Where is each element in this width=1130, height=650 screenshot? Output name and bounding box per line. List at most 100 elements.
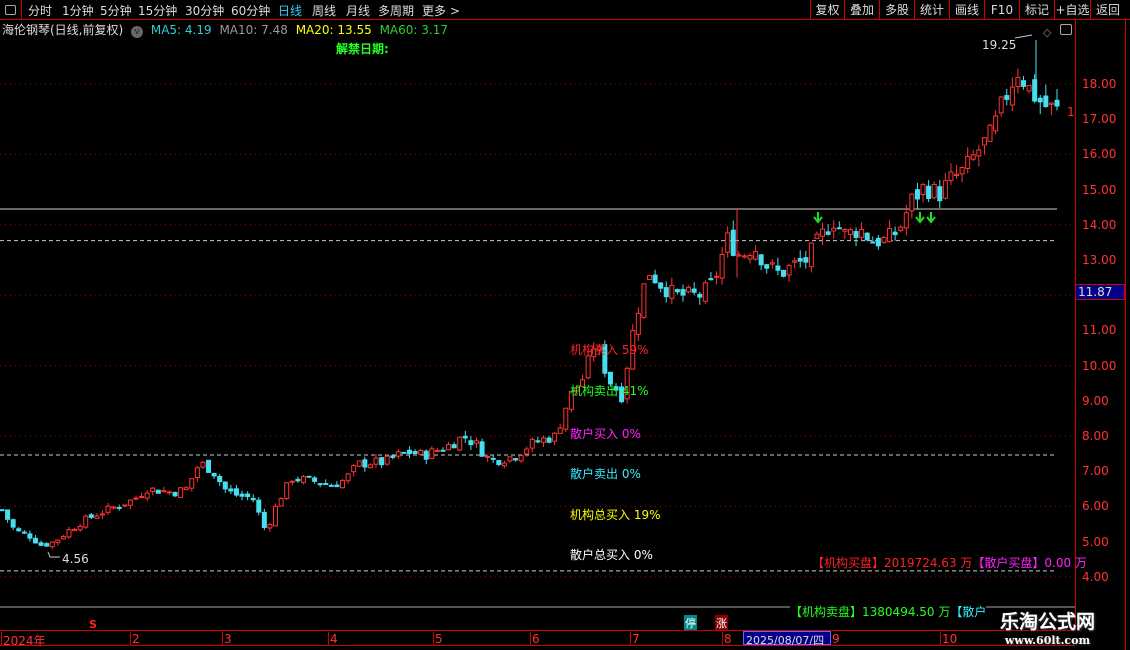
candle-body bbox=[468, 440, 474, 446]
candle-body bbox=[568, 390, 574, 410]
candle-body bbox=[580, 379, 586, 387]
candle-body bbox=[10, 519, 16, 528]
candle-body bbox=[194, 467, 200, 479]
price-chart[interactable] bbox=[0, 20, 1075, 630]
candle-body bbox=[780, 269, 786, 277]
candle-body bbox=[981, 137, 987, 146]
candle-body bbox=[987, 124, 993, 142]
period-tab[interactable]: 60分钟 bbox=[231, 4, 271, 18]
candle-body bbox=[1004, 95, 1010, 100]
candle-body bbox=[937, 186, 943, 202]
candle-body bbox=[909, 193, 915, 212]
indicator-label: 机构总买入 19% bbox=[570, 508, 661, 522]
y-axis-line bbox=[1075, 20, 1076, 630]
toolbar-button[interactable]: 返回 bbox=[1090, 0, 1125, 20]
candle-body bbox=[1026, 85, 1032, 92]
candle-body bbox=[719, 254, 725, 279]
toolbar-button[interactable]: 多股 bbox=[879, 0, 914, 20]
toolbar-button[interactable]: 复权 bbox=[810, 0, 844, 20]
candle-body bbox=[49, 541, 55, 548]
candle-body bbox=[60, 536, 66, 540]
toolbar-button[interactable]: 叠加 bbox=[844, 0, 879, 20]
candle-body bbox=[345, 473, 351, 482]
candle-body bbox=[384, 455, 390, 465]
candle-body bbox=[831, 227, 837, 232]
candle-body bbox=[635, 312, 641, 335]
diamond-icon[interactable]: ◇ bbox=[1043, 26, 1052, 39]
candle-body bbox=[105, 505, 111, 513]
candle-body bbox=[691, 288, 697, 293]
candle-body bbox=[585, 355, 591, 379]
candle-body bbox=[875, 237, 881, 247]
inst-buy-label: 【机构买盘】 bbox=[812, 556, 885, 570]
period-tab[interactable]: 日线 bbox=[278, 4, 303, 18]
down-arrow-icon bbox=[813, 212, 823, 224]
watermark-url: www.60lt.com bbox=[1004, 634, 1091, 647]
candle-body bbox=[94, 515, 100, 519]
indicator-label: 机构卖出 41% bbox=[570, 384, 649, 398]
candle-body bbox=[870, 241, 876, 244]
candle-body bbox=[0, 509, 5, 512]
candle-body bbox=[406, 449, 412, 454]
candle-body bbox=[965, 155, 971, 170]
candle-body bbox=[122, 504, 128, 507]
panel-toggle-icon[interactable] bbox=[0, 0, 22, 20]
period-tab[interactable]: 5分钟 bbox=[100, 4, 132, 18]
period-tab[interactable]: 多周期 bbox=[378, 4, 415, 18]
toolbar-button[interactable]: 画线 bbox=[949, 0, 984, 20]
candle-body bbox=[1009, 86, 1015, 106]
candle-body bbox=[206, 459, 212, 473]
candle-body bbox=[658, 282, 664, 289]
candle-body bbox=[306, 475, 312, 478]
indicator-label: 散户总买入 0% bbox=[570, 548, 653, 562]
dropdown-icon[interactable]: v bbox=[131, 26, 144, 38]
candle-body bbox=[607, 371, 613, 385]
candle-body bbox=[713, 275, 719, 278]
candle-body bbox=[546, 437, 552, 443]
candle-body bbox=[602, 344, 608, 374]
candle-body bbox=[630, 330, 636, 370]
candle-body bbox=[217, 476, 223, 483]
candle-body bbox=[161, 490, 167, 493]
ma20-value: MA20: 13.55 bbox=[295, 23, 372, 37]
date-axis: 2024年 2 3 4 5 6 7 8 9 10 2025/08/07/四 bbox=[0, 630, 1075, 648]
period-tab[interactable]: 分时 bbox=[28, 4, 53, 18]
low-arrow bbox=[47, 551, 60, 558]
period-tab[interactable]: 1分钟 bbox=[62, 4, 94, 18]
period-tab[interactable]: 15分钟 bbox=[138, 4, 178, 18]
right-border bbox=[1125, 20, 1126, 650]
candle-body bbox=[172, 491, 178, 497]
period-tab[interactable]: 周线 bbox=[312, 4, 337, 18]
candle-body bbox=[99, 513, 105, 516]
toolbar-button[interactable]: 标记 bbox=[1019, 0, 1054, 20]
candle-body bbox=[133, 497, 139, 500]
toolbar-button[interactable]: F10 bbox=[984, 0, 1019, 20]
candle-body bbox=[998, 96, 1004, 114]
retail-buy-value: 0.00 万 bbox=[1044, 556, 1087, 570]
candle-body bbox=[591, 348, 597, 358]
toolbar-button[interactable]: 统计 bbox=[914, 0, 949, 20]
candle-body bbox=[1037, 97, 1043, 103]
candle-body bbox=[1054, 99, 1060, 107]
candle-body bbox=[557, 427, 563, 434]
lower-inst-buy: 【机构买盘】2019724.63 万【散户买盘】0.00 万 bbox=[812, 554, 1087, 571]
period-tab[interactable]: 更多 > bbox=[422, 4, 460, 18]
candle-body bbox=[261, 511, 267, 528]
candle-body bbox=[446, 444, 452, 451]
candle-body bbox=[686, 286, 692, 293]
candle-body bbox=[741, 255, 747, 258]
candle-body bbox=[423, 450, 429, 460]
current-price-badge: 11.87 bbox=[1075, 284, 1125, 300]
toolbar-button[interactable]: +自选 bbox=[1054, 0, 1090, 20]
high-label: 19.25 bbox=[982, 38, 1017, 52]
down-arrow-icon bbox=[926, 212, 936, 224]
candle-body bbox=[663, 287, 669, 298]
candle-body bbox=[942, 180, 948, 199]
period-tab[interactable]: 30分钟 bbox=[185, 4, 225, 18]
candle-body bbox=[88, 514, 94, 518]
lower-inst-sell: 【机构卖盘】1380494.50 万【散户 bbox=[790, 603, 987, 620]
candle-body bbox=[200, 461, 206, 468]
period-tab[interactable]: 月线 bbox=[346, 4, 371, 18]
month-label: 6 bbox=[530, 632, 540, 646]
collapse-icon[interactable] bbox=[1060, 24, 1072, 35]
